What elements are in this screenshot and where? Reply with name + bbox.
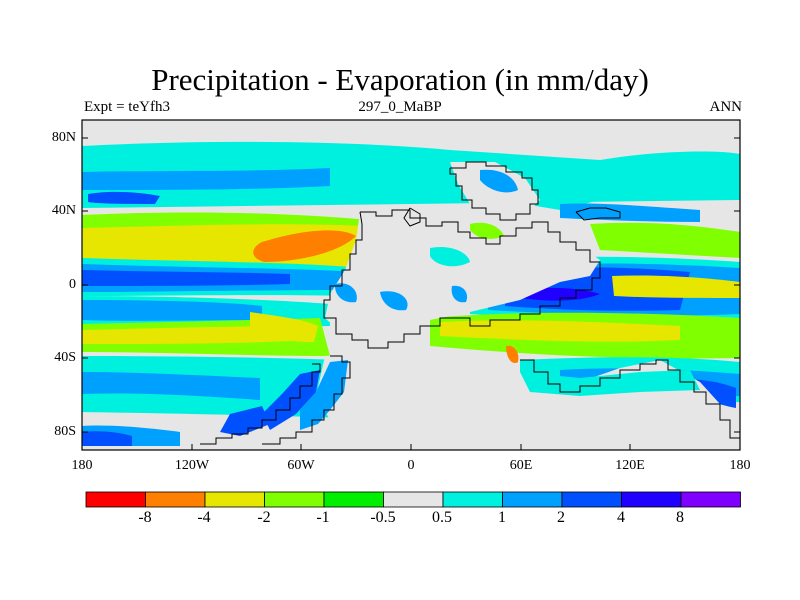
colorbar-swatch [85, 491, 146, 508]
contour-fill [253, 230, 356, 262]
contour-fill [82, 372, 260, 400]
map-field [82, 120, 740, 450]
land-mass [450, 162, 540, 220]
lon-tick-label: 180 [729, 458, 751, 473]
contour-fill [380, 291, 408, 311]
contour-fill [430, 246, 470, 267]
colorbar-label: -1 [316, 509, 330, 526]
colorbar-label: -0.5 [370, 509, 396, 526]
colorbar [85, 491, 741, 508]
lon-tick-label: 60E [509, 458, 533, 473]
contour-fill [82, 326, 310, 344]
contour-fill [480, 169, 518, 193]
contour-fill [82, 431, 132, 446]
colorbar-label: -4 [197, 509, 211, 526]
lat-tick-label: 80S [54, 424, 76, 439]
colorbar-swatch [323, 491, 384, 508]
contour-fill [82, 300, 262, 321]
contour-fill [470, 222, 504, 239]
colorbar-swatch [621, 491, 682, 508]
lat-tick-label: 40N [51, 203, 76, 218]
contour-fill [520, 370, 700, 396]
colorbar-swatch [561, 491, 622, 508]
lon-tick-label: 120E [615, 458, 645, 473]
land-mass [316, 352, 720, 440]
colorbar-label: -2 [257, 509, 271, 526]
colorbar-swatch [383, 491, 444, 508]
contour-fill [334, 283, 357, 303]
colorbar-label: 1 [498, 509, 506, 526]
colorbar-label: 2 [557, 509, 565, 526]
season-label: ANN [709, 99, 743, 115]
colorbar-label: -8 [138, 509, 152, 526]
colorbar-label: 0.5 [432, 509, 452, 526]
period-label: 297_0_MaBP [358, 99, 442, 115]
contour-fill [250, 312, 318, 342]
contour-fill [451, 285, 468, 303]
colorbar-swatch [264, 491, 325, 508]
experiment-label: Expt = teYfh3 [84, 99, 170, 115]
colorbar-swatch [680, 491, 741, 508]
lat-tick-label: 40S [54, 350, 76, 365]
contour-fill [82, 270, 290, 286]
lat-tick-label: 0 [69, 277, 76, 292]
contour-fill [520, 287, 600, 301]
contour-fill [590, 222, 740, 258]
contour-fill [82, 168, 330, 190]
lat-tick-label: 80N [51, 130, 76, 145]
lon-tick-label: 120W [174, 458, 210, 473]
colorbar-swatch [204, 491, 265, 508]
contour-fill [88, 191, 160, 204]
axis-ticks [81, 137, 741, 450]
plot-title: Precipitation - Evaporation (in mm/day) [151, 62, 649, 97]
colorbar-label: 4 [617, 509, 625, 526]
contour-fill [440, 320, 680, 342]
contour-fill [612, 275, 740, 298]
colorbar-swatch [442, 491, 503, 508]
lon-tick-label: 0 [407, 458, 415, 473]
contour-fill [506, 345, 519, 364]
coastline [200, 161, 740, 445]
colorbar-swatch [145, 491, 206, 508]
colorbar-label: 8 [676, 509, 684, 526]
lon-tick-label: 60W [287, 458, 315, 473]
colorbar-swatch [502, 491, 563, 508]
contour-fill [300, 360, 348, 430]
lon-tick-label: 180 [71, 458, 93, 473]
